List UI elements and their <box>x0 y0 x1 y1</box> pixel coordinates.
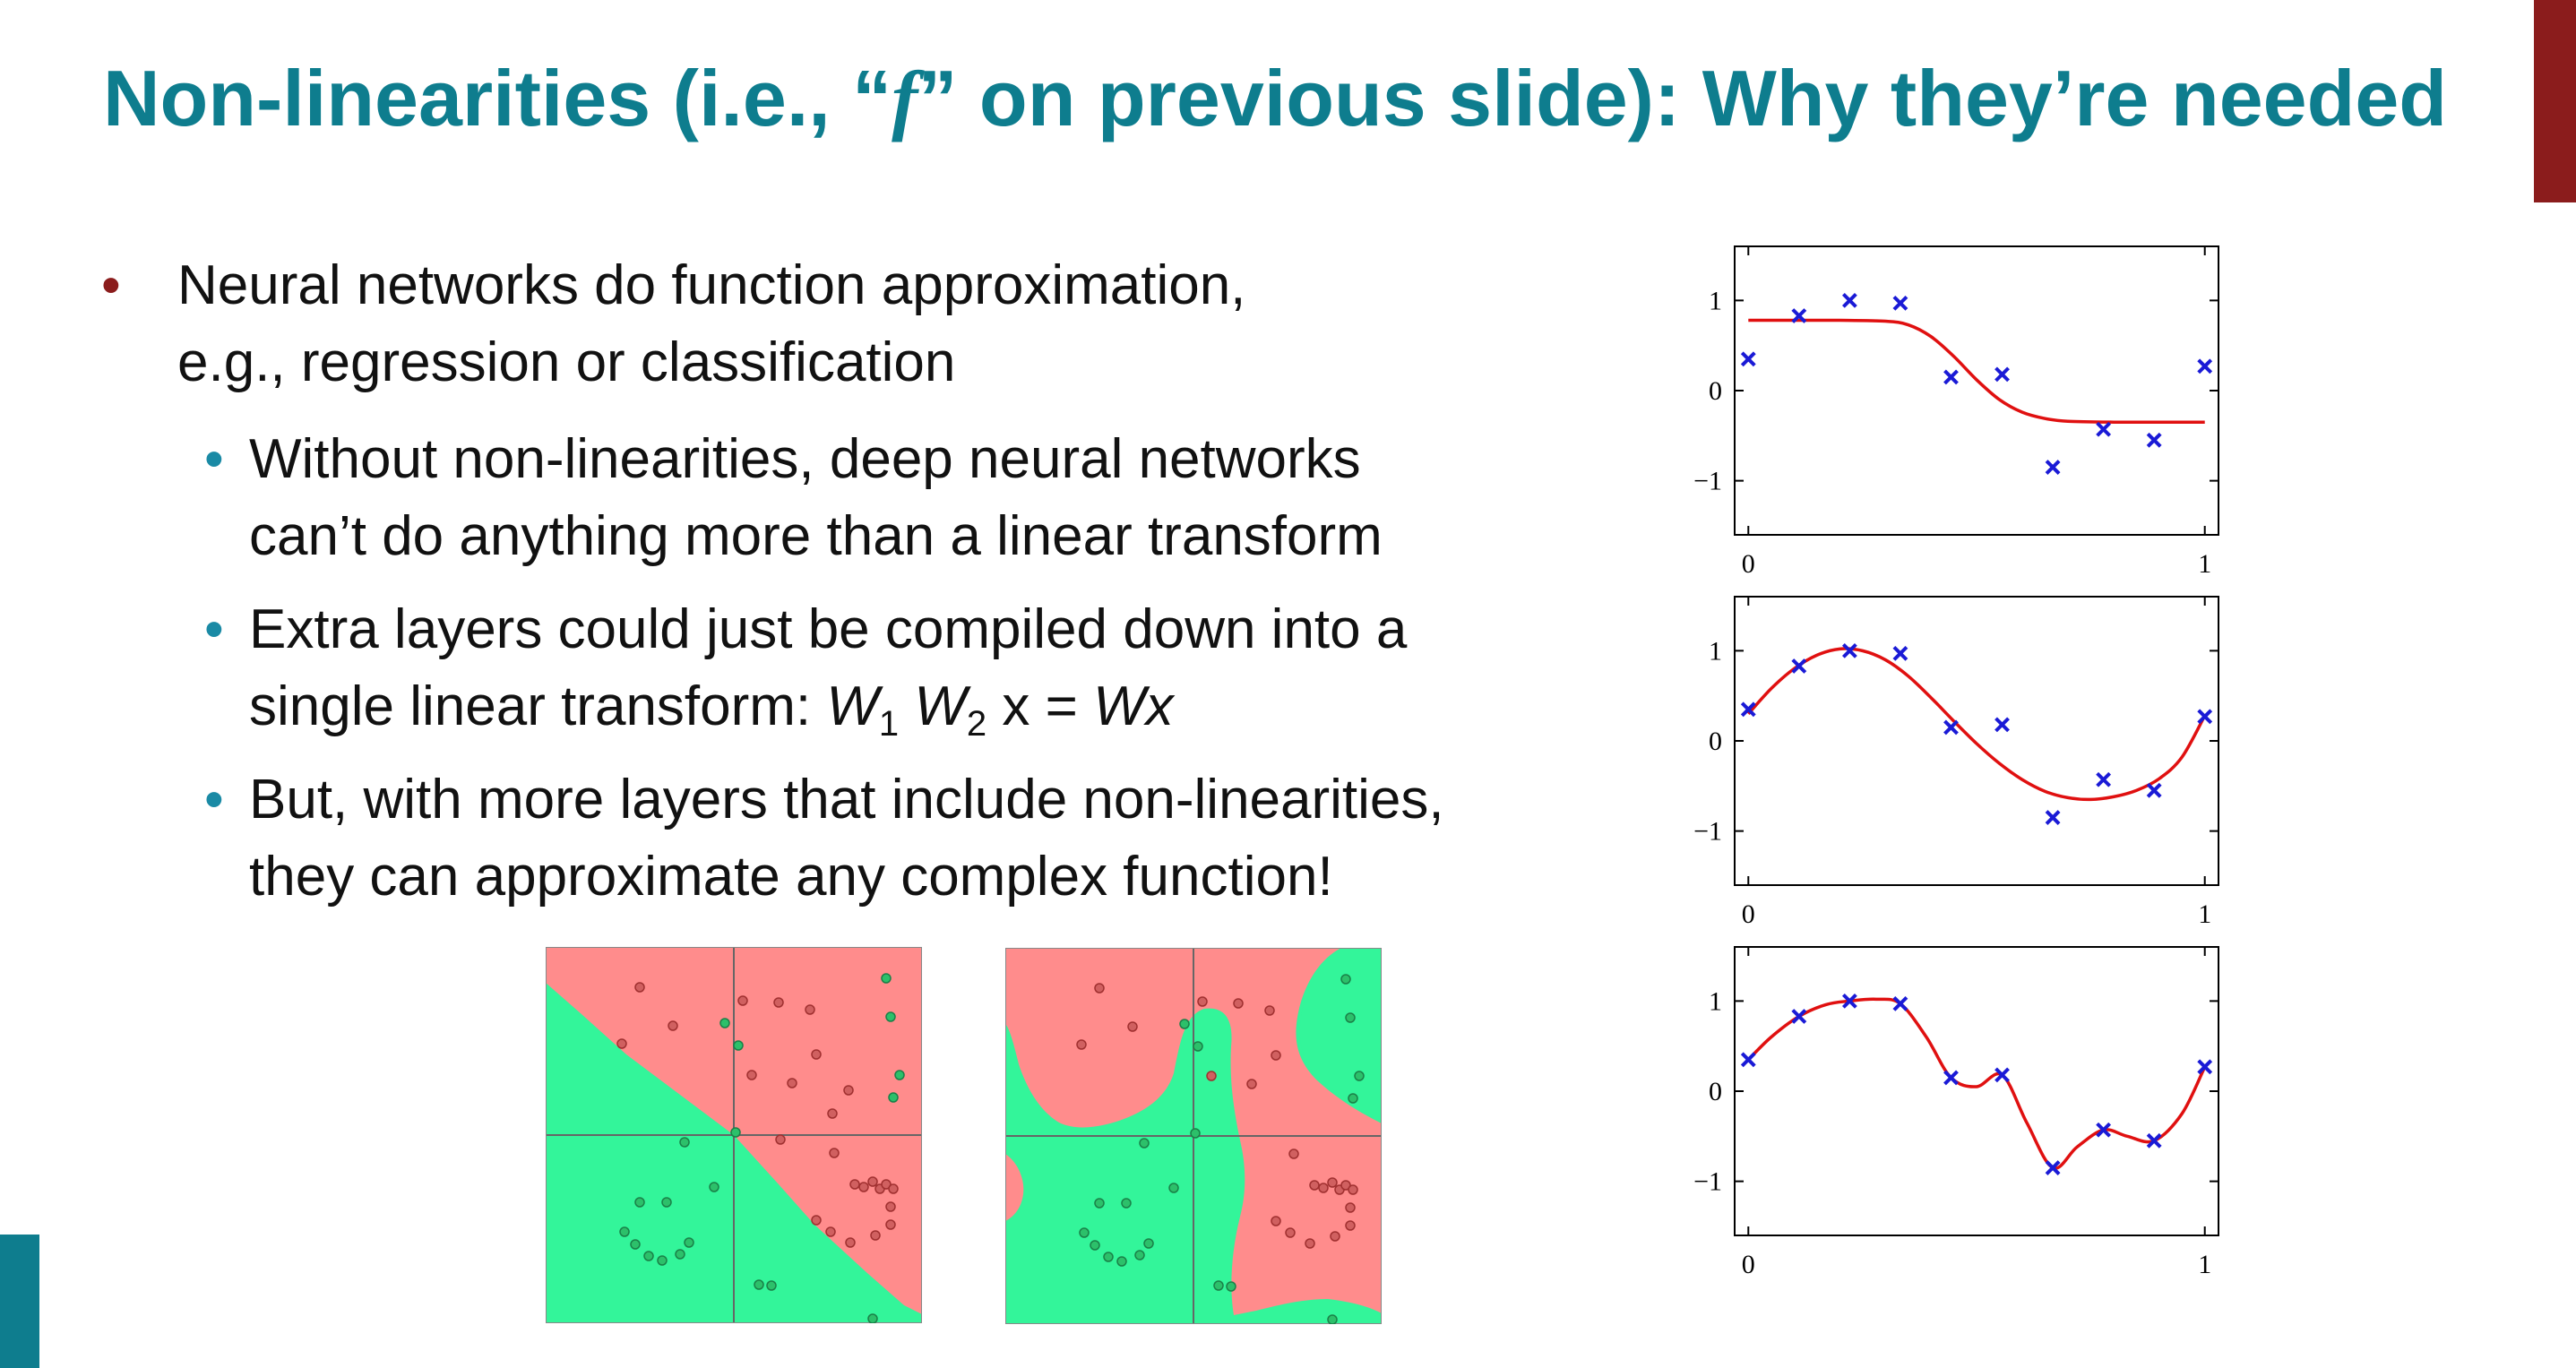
y-tick-label: 0 <box>1709 727 1722 756</box>
data-point-marker <box>1841 642 1857 658</box>
green-points <box>1079 974 1365 1324</box>
red-points <box>1076 983 1358 1249</box>
sub-bullet-text: Without non-linearities, deep neural net… <box>249 428 1361 490</box>
x-tick-label: 0 <box>1742 1250 1755 1279</box>
data-point-marker <box>2197 358 2213 374</box>
plot-frame <box>1734 596 2219 886</box>
data-point-marker <box>1892 995 1908 1011</box>
fit-curve <box>1746 647 2207 802</box>
formula-wx: Wx <box>1093 675 1174 737</box>
regression-chart-underfit: 1 0 −1 0 1 <box>1693 245 2219 579</box>
data-point-marker <box>1943 369 1959 385</box>
formula-w1: W <box>826 675 879 737</box>
data-point-marker <box>1841 993 1857 1009</box>
data-point-marker <box>1791 658 1807 674</box>
data-point-marker <box>1740 701 1756 718</box>
data-point-marker <box>2197 709 2213 725</box>
sub-bullet-text: can’t do anything more than a linear tra… <box>249 505 1383 567</box>
data-point-marker <box>2096 771 2112 787</box>
data-point-marker <box>1740 1052 1756 1068</box>
fit-curve <box>1748 318 2205 425</box>
data-point-marker <box>1791 308 1807 323</box>
x-tick-label: 0 <box>1742 549 1755 579</box>
formula-prefix: single linear transform: <box>249 675 827 737</box>
x-tick-label: 1 <box>2198 1250 2211 1279</box>
y-tick-label: −1 <box>1693 817 1722 847</box>
accent-bar-bottom <box>0 1235 39 1368</box>
data-point-marker <box>1943 719 1959 736</box>
y-tick-label: 1 <box>1709 286 1722 315</box>
data-point-marker <box>1892 295 1908 311</box>
data-point-marker <box>2146 1132 2162 1149</box>
title-italic-f: f <box>892 56 918 143</box>
sub-bullet-marker: • <box>204 598 224 660</box>
title-prefix: Non-linearities (i.e., “ <box>103 54 892 142</box>
data-point-marker <box>1740 351 1756 367</box>
green-points <box>619 973 905 1323</box>
y-tick-label: −1 <box>1693 1167 1722 1197</box>
regression-chart-overfit: 1 0 −1 0 1 <box>1693 946 2219 1279</box>
y-tick-label: −1 <box>1693 467 1722 496</box>
data-point-marker <box>2146 782 2162 798</box>
red-region <box>1005 948 1382 1315</box>
data-point-marker <box>1994 1067 2010 1083</box>
data-point-marker <box>2096 421 2112 437</box>
linear-classifier-image <box>546 947 922 1323</box>
fit-curve <box>1747 997 2207 1170</box>
data-point-marker <box>1841 292 1857 308</box>
slide-title: Non-linearities (i.e., “f” on previous s… <box>103 54 2448 144</box>
sub-bullet-marker: • <box>204 428 224 490</box>
data-point-marker <box>1791 1009 1807 1024</box>
bullet-marker: • <box>101 254 121 316</box>
data-point-marker <box>1994 366 2010 383</box>
sub-bullet-marker: • <box>204 769 224 830</box>
y-tick-label: 1 <box>1709 986 1722 1016</box>
x-tick-label: 1 <box>2198 549 2211 579</box>
formula-sub1: 1 <box>878 704 900 744</box>
sub-bullet-text: Extra layers could just be compiled down… <box>249 598 1408 660</box>
x-tick-label: 0 <box>1742 899 1755 929</box>
formula-w2: W <box>914 675 967 737</box>
data-point-marker <box>2045 1160 2061 1175</box>
data-point-marker <box>2045 810 2061 825</box>
data-point-marker <box>1994 717 2010 733</box>
formula-sub2: 2 <box>966 704 987 744</box>
sub-bullet-text-formula: single linear transform: W1 W2 x = Wx <box>249 679 1174 744</box>
data-point-marker <box>2197 1059 2213 1075</box>
sub-bullet-text: But, with more layers that include non-l… <box>249 769 1444 830</box>
data-point-marker <box>1892 645 1908 661</box>
bullet-text: e.g., regression or classification <box>177 331 956 393</box>
accent-bar-top <box>2534 0 2576 202</box>
plot-frame <box>1734 946 2219 1236</box>
sub-bullet-text: they can approximate any complex functio… <box>249 846 1333 908</box>
regression-chart-goodfit: 1 0 −1 0 1 <box>1693 596 2219 929</box>
data-point-marker <box>1943 1070 1959 1086</box>
x-tick-label: 1 <box>2198 899 2211 929</box>
data-point-marker <box>2045 460 2061 475</box>
y-tick-label: 0 <box>1709 1077 1722 1106</box>
formula-mid: x = <box>986 675 1094 737</box>
red-points <box>616 982 899 1248</box>
y-tick-label: 1 <box>1709 636 1722 666</box>
bullet-text: Neural networks do function approximatio… <box>177 254 1246 316</box>
data-point-marker <box>2096 1122 2112 1138</box>
y-tick-label: 0 <box>1709 376 1722 406</box>
nonlinear-classifier-image <box>1005 948 1382 1324</box>
plot-frame <box>1734 245 2219 536</box>
title-suffix: ” on previous slide): Why they’re needed <box>918 54 2448 142</box>
data-point-marker <box>2146 432 2162 448</box>
